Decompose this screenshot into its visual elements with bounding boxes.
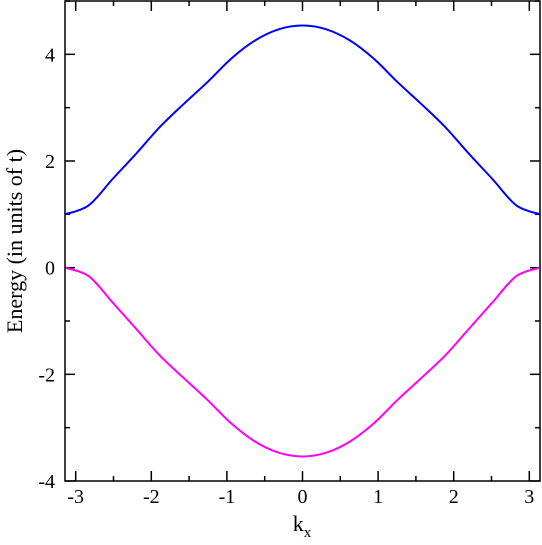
x-tick-label: 0	[298, 486, 308, 508]
upper-band-line	[64, 24, 541, 216]
x-tick-label: -3	[67, 486, 84, 508]
axis-ticks	[65, 0, 540, 482]
x-tick-label: -2	[143, 486, 160, 508]
lower-band-line	[64, 266, 541, 458]
y-tick-label: 4	[45, 44, 55, 66]
x-axis-label: kx	[293, 511, 312, 541]
data-series	[64, 24, 541, 458]
plot-frame	[64, 0, 541, 482]
y-tick-label: 0	[45, 258, 55, 280]
y-tick-label: 2	[45, 151, 55, 173]
tick-labels: -3 -2 -1 0 1 2 3 -4 -2 0 2 4	[38, 44, 534, 508]
x-tick-label: -1	[219, 486, 236, 508]
y-tick-label: -4	[38, 471, 55, 493]
y-axis-label: Energy (in units of t)	[2, 149, 27, 333]
x-tick-label: 1	[373, 486, 383, 508]
y-tick-label: -2	[38, 364, 55, 386]
x-tick-label: 3	[524, 486, 534, 508]
x-tick-label: 2	[449, 486, 459, 508]
